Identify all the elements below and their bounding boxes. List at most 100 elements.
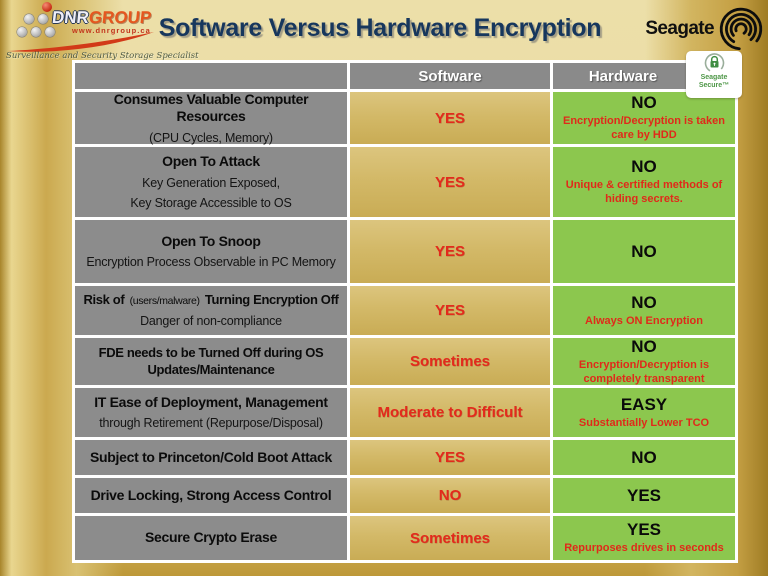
software-cell: NO xyxy=(350,478,550,513)
hardware-note: Encryption/Decryption is completely tran… xyxy=(578,358,710,385)
feature-title: FDE needs to be Turned Off during OS Upd… xyxy=(79,345,343,378)
feature-subtext: Encryption Process Observable in PC Memo… xyxy=(86,255,336,270)
software-value: Sometimes xyxy=(409,529,491,547)
software-cell: YES xyxy=(350,220,550,283)
dnr-name-part1: DNR xyxy=(51,8,90,27)
dnr-tagline: Surveillance and Security Storage Specia… xyxy=(6,51,199,61)
dnr-group-logo: DNRGROUP www.dnrgroup.ca Surveillance an… xyxy=(6,1,199,63)
table-row: Subject to Princeton/Cold Boot Attack YE… xyxy=(75,440,735,475)
dnr-dot-icon xyxy=(24,14,34,24)
hardware-value: YES xyxy=(626,520,662,540)
hardware-cell: NO Encryption/Decryption is completely t… xyxy=(553,336,735,385)
seagate-brand: Seagate xyxy=(645,4,766,54)
seagate-spiral-icon xyxy=(719,7,763,51)
feature-title-smalltext: (users/malware) xyxy=(129,295,200,308)
table-row: IT Ease of Deployment, Management throug… xyxy=(75,388,735,437)
feature-subtext: Key Storage Accessible to OS xyxy=(130,195,292,210)
feature-cell: Drive Locking, Strong Access Control xyxy=(75,478,347,513)
feature-cell: IT Ease of Deployment, Management throug… xyxy=(75,388,347,437)
hardware-cell: NO xyxy=(553,440,735,475)
table-header-row: Software Hardware xyxy=(75,63,735,89)
feature-cell: Open To Attack Key Generation Exposed, Ke… xyxy=(75,147,347,217)
table-row: Open To Attack Key Generation Exposed, Ke… xyxy=(75,147,735,217)
software-value: YES xyxy=(434,449,465,466)
hardware-value: NO xyxy=(631,241,657,261)
feature-subtexts: through Retirement (Repurpose/Disposal) xyxy=(99,411,323,431)
feature-subtext: Danger of non-compliance xyxy=(140,313,282,328)
feature-subtext: Key Generation Exposed, xyxy=(142,175,280,190)
hardware-value: NO xyxy=(631,93,657,113)
table-row: Risk of (users/malware) Turning Encrypti… xyxy=(75,286,735,335)
hardware-cell: NO Always ON Encryption xyxy=(553,286,735,335)
feature-title-text: Risk of xyxy=(83,292,125,308)
software-cell: Sometimes xyxy=(350,516,550,560)
feature-title: Consumes Valuable Computer Resources xyxy=(79,91,343,126)
hardware-cell: NO Unique & certified methods of hiding … xyxy=(553,147,735,217)
software-header-label: Software xyxy=(418,67,482,85)
hardware-header-label: Hardware xyxy=(588,67,658,85)
hardware-note: Unique & certified methods of hiding sec… xyxy=(565,179,723,205)
feature-subtexts: Danger of non-compliance xyxy=(140,309,282,329)
corner-cell xyxy=(75,63,347,89)
feature-title: Open To Attack xyxy=(162,153,260,171)
feature-title-text: Open To Snoop xyxy=(161,232,261,249)
page-title: Software Versus Hardware Encryption xyxy=(158,14,602,42)
feature-title-text: Drive Locking, Strong Access Control xyxy=(90,486,332,503)
dnr-dot-icon xyxy=(31,27,41,37)
comparison-table: Software Hardware Consumes Valuable Comp… xyxy=(72,60,738,563)
hardware-note: Substantially Lower TCO xyxy=(578,416,710,429)
feature-cell: Secure Crypto Erase xyxy=(75,516,347,560)
table-row: Drive Locking, Strong Access Control NO … xyxy=(75,478,735,513)
seagate-secure-badge: Seagate Secure™ xyxy=(686,51,742,98)
feature-cell: FDE needs to be Turned Off during OS Upd… xyxy=(75,338,347,385)
hardware-value: NO xyxy=(631,157,657,177)
dnr-dot-icon xyxy=(38,14,48,24)
software-cell: Moderate to Difficult xyxy=(350,388,550,437)
badge-label-line2: Secure™ xyxy=(698,82,730,90)
software-cell: Sometimes xyxy=(350,338,550,385)
feature-subtexts: Encryption Process Observable in PC Memo… xyxy=(86,250,336,270)
hardware-note: Repurposes drives in seconds xyxy=(564,542,724,555)
hardware-value: NO xyxy=(631,336,657,356)
feature-title: Open To Snoop xyxy=(161,232,261,251)
dnr-dot-icon xyxy=(42,2,52,12)
hardware-note: Always ON Encryption xyxy=(585,314,703,327)
hardware-cell: NO Encryption/Decryption is taken care b… xyxy=(553,92,735,144)
table-row: Consumes Valuable Computer Resources (CP… xyxy=(75,91,735,146)
dnr-dot-icon xyxy=(17,27,27,37)
hardware-value: EASY xyxy=(620,394,668,414)
feature-cell: Consumes Valuable Computer Resources (CP… xyxy=(75,91,347,146)
dnr-website-url: www.dnrgroup.ca xyxy=(72,26,151,35)
feature-title: Subject to Princeton/Cold Boot Attack xyxy=(90,449,332,467)
feature-subtext: (CPU Cycles, Memory) xyxy=(149,130,273,145)
software-cell: YES xyxy=(350,286,550,335)
feature-title: Secure Crypto Erase xyxy=(145,529,277,547)
feature-title-text: Open To Attack xyxy=(162,153,260,170)
hardware-value: YES xyxy=(626,485,662,505)
software-value: YES xyxy=(434,109,465,127)
feature-title: Risk of (users/malware) Turning Encrypti… xyxy=(83,292,338,308)
feature-cell: Subject to Princeton/Cold Boot Attack xyxy=(75,440,347,475)
hardware-value: NO xyxy=(631,292,657,312)
software-value: YES xyxy=(434,173,465,191)
feature-title-text: Secure Crypto Erase xyxy=(144,529,278,546)
software-cell: YES xyxy=(350,440,550,475)
feature-title-text: Subject to Princeton/Cold Boot Attack xyxy=(90,448,332,465)
software-value: Sometimes xyxy=(409,353,491,370)
dnr-group-name: DNRGROUP xyxy=(51,8,152,28)
swoosh-icon xyxy=(8,32,154,52)
feature-title-text: FDE needs to be Turned Off during OS Upd… xyxy=(98,345,324,377)
table-row: Open To Snoop Encryption Process Observa… xyxy=(75,220,735,283)
feature-title-text: Consumes Valuable Computer Resources xyxy=(113,90,309,125)
feature-subtext: through Retirement (Repurpose/Disposal) xyxy=(99,416,323,431)
feature-cell: Open To Snoop Encryption Process Observa… xyxy=(75,220,347,283)
hardware-cell: YES xyxy=(553,478,735,513)
feature-subtexts: (CPU Cycles, Memory) xyxy=(149,126,273,146)
dnr-dot-icon xyxy=(45,27,55,37)
software-value: NO xyxy=(438,487,462,504)
software-cell: YES xyxy=(350,92,550,144)
feature-title-endtext: Turning Encryption Off xyxy=(204,292,339,308)
software-value: YES xyxy=(434,243,465,260)
hardware-value: NO xyxy=(631,447,657,467)
